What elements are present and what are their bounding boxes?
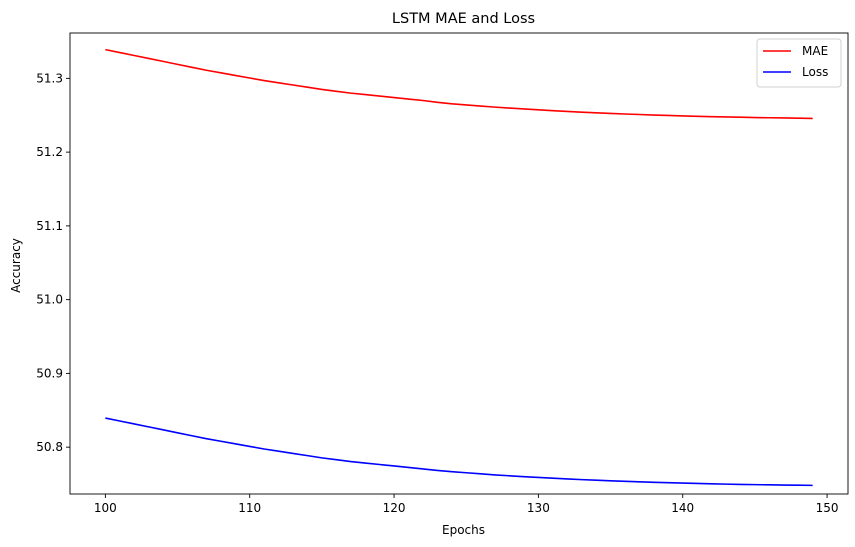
x-tick-label: 100 [94,501,117,515]
x-tick-label: 110 [238,501,261,515]
y-tick-label: 51.0 [36,293,63,307]
axes-frame [69,32,849,495]
y-axis-label: Accuracy [9,238,23,293]
y-tick-label: 51.3 [36,71,63,85]
y-tick-label: 50.9 [36,366,63,380]
series-line-loss [105,417,813,487]
x-tick-label: 130 [527,501,550,515]
chart-title: LSTM MAE and Loss [392,11,535,27]
x-tick-label: 120 [383,501,406,515]
y-tick-label: 50.8 [36,440,63,454]
legend: MAE Loss [756,38,842,88]
series-line-mae [105,48,813,120]
x-axis-label: Epochs [442,523,485,537]
plot-area: 100 110 120 130 140 150 50.8 50.9 51.0 51.1 51.2 51… [36,32,849,515]
y-tick-label: 51.2 [36,145,63,159]
legend-box [756,38,842,88]
x-tick-label: 150 [816,501,839,515]
x-tick-label: 140 [671,501,694,515]
legend-label-mae: MAE [802,44,828,58]
y-tick-label: 51.1 [36,219,63,233]
legend-label-loss: Loss [802,65,828,79]
